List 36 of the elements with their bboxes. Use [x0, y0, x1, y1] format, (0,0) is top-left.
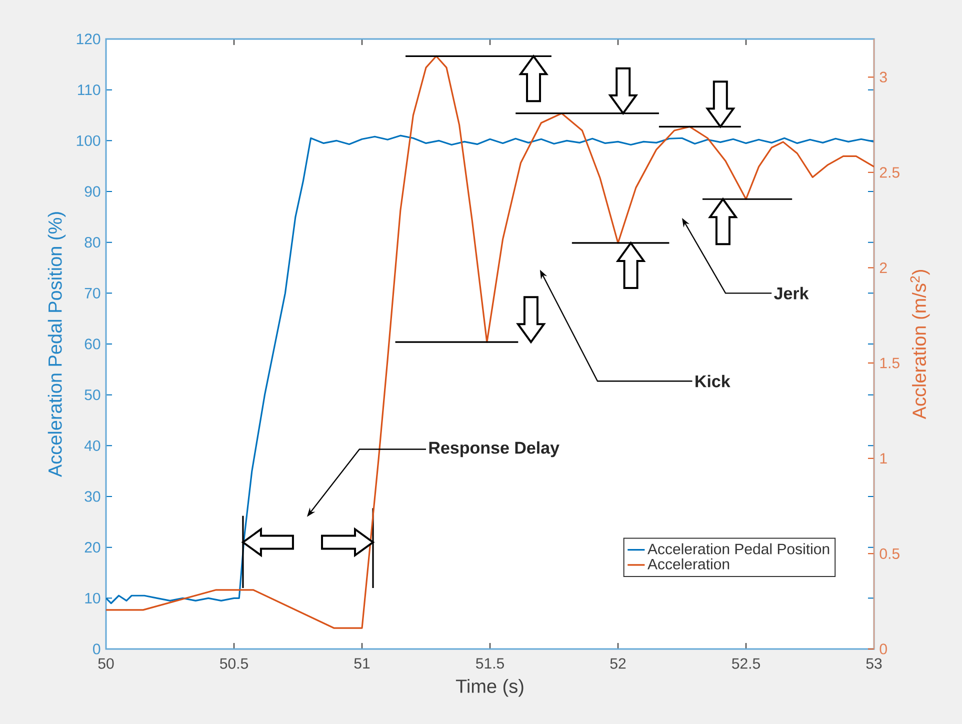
line-series: [106, 55, 874, 629]
y-tick-label: 80: [84, 237, 100, 248]
legend-label: Acceleration Pedal Position: [648, 543, 830, 554]
x-tick-label: 52.5: [732, 658, 760, 669]
y2-tick-label: 1.5: [880, 358, 900, 368]
y-tick-label: 110: [78, 84, 100, 96]
y2-tick-label: 2.5: [880, 167, 900, 178]
y-tick-label: 30: [84, 491, 100, 502]
y2-tick-label: 0: [880, 644, 887, 654]
y-tick-label: 20: [84, 542, 100, 553]
x-tick-label: 51: [354, 658, 370, 669]
y-tick-label: 120: [76, 34, 100, 44]
y-tick-label: 0: [93, 644, 100, 654]
x-tick-label: 51.5: [476, 658, 504, 669]
y2-axis-title: Accleration (m/s$^{2}$): [910, 270, 930, 420]
y2-tick-label: 2: [880, 262, 887, 273]
x-tick-label: 50: [98, 658, 114, 669]
x-tick-label: 53: [866, 658, 882, 669]
y-tick-label: 10: [85, 592, 100, 604]
y2-tick-label: 0.5: [880, 548, 900, 559]
y2-tick-label: 3: [880, 72, 887, 82]
y-tick-label: 100: [76, 135, 100, 146]
y-tick-label: 60: [84, 338, 100, 350]
x-tick-label: 52: [610, 658, 626, 669]
legend-label: Acceleration: [648, 558, 730, 570]
y-tick-label: 70: [84, 288, 100, 298]
y-axis-title: Acceleration Pedal Position (%): [48, 212, 66, 478]
y-tick-label: 50: [84, 390, 100, 400]
x-axis-title: Time (s): [456, 679, 524, 697]
x-tick-label: 50.5: [220, 658, 248, 669]
annotation: Kick: [696, 374, 730, 388]
y-tick-label: 40: [84, 440, 100, 451]
y-tick-label: 90: [84, 186, 100, 197]
y2-tick-label: 1: [880, 453, 887, 464]
annotation: Response Delay: [429, 441, 560, 458]
annotation: Jerk: [774, 286, 809, 300]
